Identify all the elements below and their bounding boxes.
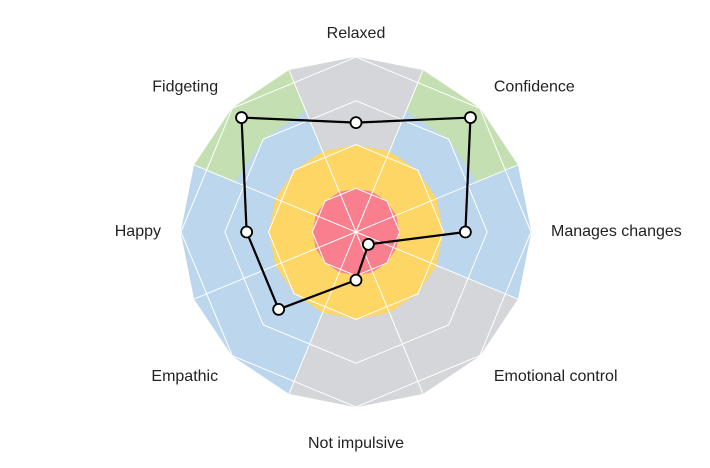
spoke-1 bbox=[355, 164, 518, 233]
point-6 bbox=[240, 225, 254, 239]
ring-2 bbox=[267, 143, 445, 321]
radar-bands bbox=[180, 56, 532, 408]
ring-3 bbox=[224, 100, 488, 364]
axis-label-0: Relaxed bbox=[327, 25, 386, 42]
spoke-0 bbox=[355, 70, 424, 233]
axis-label-1: Confidence bbox=[494, 78, 575, 95]
point-2 bbox=[458, 225, 472, 239]
band-cell-4-2 bbox=[305, 312, 407, 364]
point-4 bbox=[349, 273, 363, 287]
axis-label-6: Happy bbox=[115, 223, 161, 240]
axis-label-7: Fidgeting bbox=[152, 78, 218, 95]
axis-label-5: Empathic bbox=[151, 368, 218, 385]
radar-grid bbox=[180, 56, 532, 408]
spoke-5 bbox=[194, 231, 357, 300]
axis-label-2: Manages changes bbox=[551, 223, 682, 240]
point-7 bbox=[235, 111, 248, 124]
axis-label-3: Emotional control bbox=[494, 368, 618, 385]
point-3 bbox=[361, 237, 375, 251]
axis-label-4: Not impulsive bbox=[308, 435, 404, 452]
ring-4 bbox=[180, 56, 532, 408]
point-1 bbox=[464, 111, 477, 124]
spoke-3 bbox=[355, 231, 424, 394]
axis-labels: Relaxed Confidence Manages changes Emotiona… bbox=[115, 25, 682, 452]
spoke-7 bbox=[288, 70, 357, 233]
spoke-4 bbox=[288, 231, 357, 394]
point-5 bbox=[272, 302, 286, 316]
radar-series bbox=[235, 111, 477, 316]
point-0 bbox=[349, 116, 363, 130]
spoke-6 bbox=[194, 164, 357, 233]
